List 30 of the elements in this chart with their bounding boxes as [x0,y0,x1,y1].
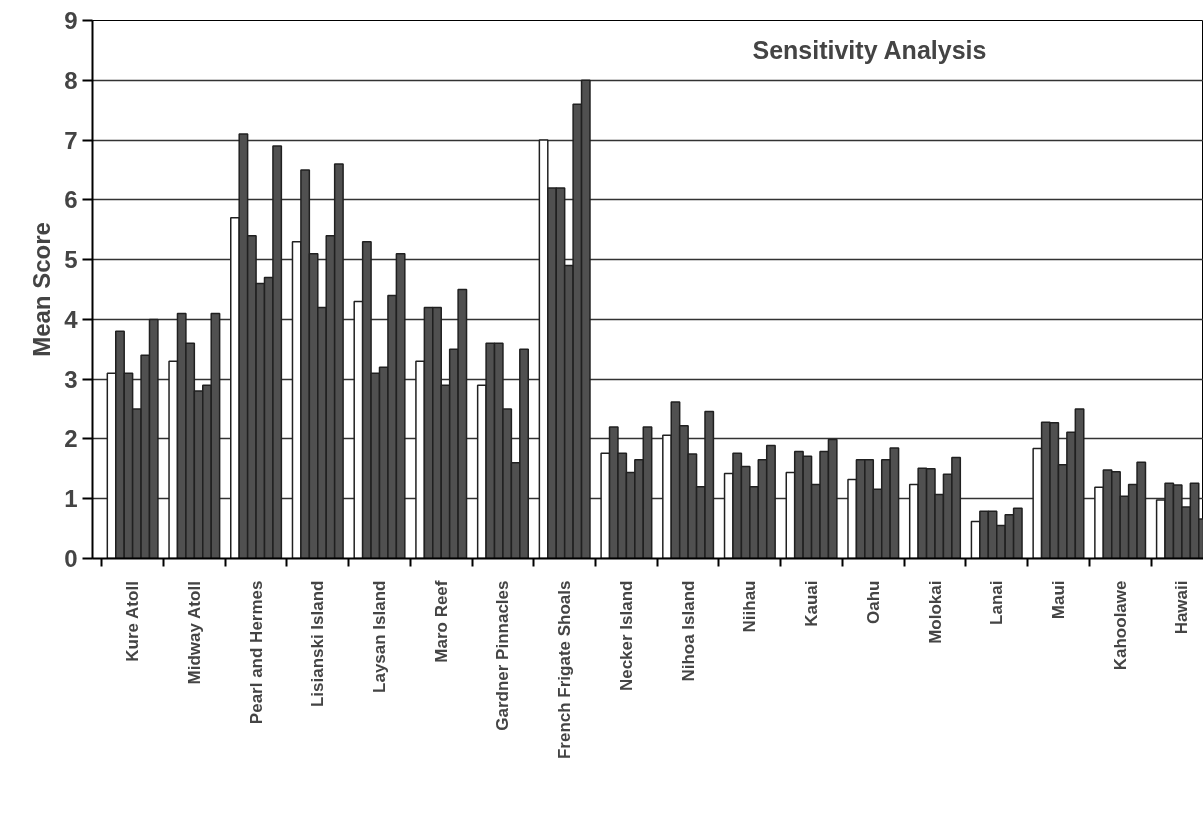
x-tick-label: Kahoolawe [1110,580,1130,671]
y-tick-label: 5 [64,246,78,274]
y-tick-label: 1 [64,485,78,513]
x-tick-label: Oahu [863,580,883,624]
y-tick-label: 8 [64,66,78,94]
x-tick-label: Pearl and Hermes [246,580,266,725]
x-tick-label: Laysan Island [370,580,390,693]
x-tick-label: Lisianski Island [308,580,328,708]
text: Sensitivity Analysis [752,35,987,64]
x-tick-label: Necker Island [616,580,636,692]
x-tick-label: Molokai [925,580,945,644]
x-tick-label: Maro Reef [431,580,451,663]
y-tick-label: 3 [64,365,78,393]
x-tick-label: French Frigate Shoals [555,580,575,760]
x-tick-label: Hawaii [1172,580,1192,635]
y-tick-label: 2 [64,425,78,453]
x-tick-label: Kauai [802,580,822,627]
y-tick-label: 0 [64,545,78,572]
x-tick-label: Gardner Pinnacles [493,580,513,731]
y-tick-label: 4 [64,305,79,333]
y-tick-label: 6 [64,186,78,214]
y-tick-label: 9 [64,7,78,34]
x-tick-label: Maui [1048,580,1068,620]
y-tick-label: 7 [64,126,78,154]
x-tick-label: Midway Atoll [184,581,204,685]
y-axis-title: Mean Score [28,222,56,357]
x-tick-label: Niihau [740,580,760,633]
x-tick-label: Kure Atoll [123,581,143,662]
x-tick-label: Nihoa Island [678,580,698,682]
x-tick-label: Lanai [987,580,1007,625]
